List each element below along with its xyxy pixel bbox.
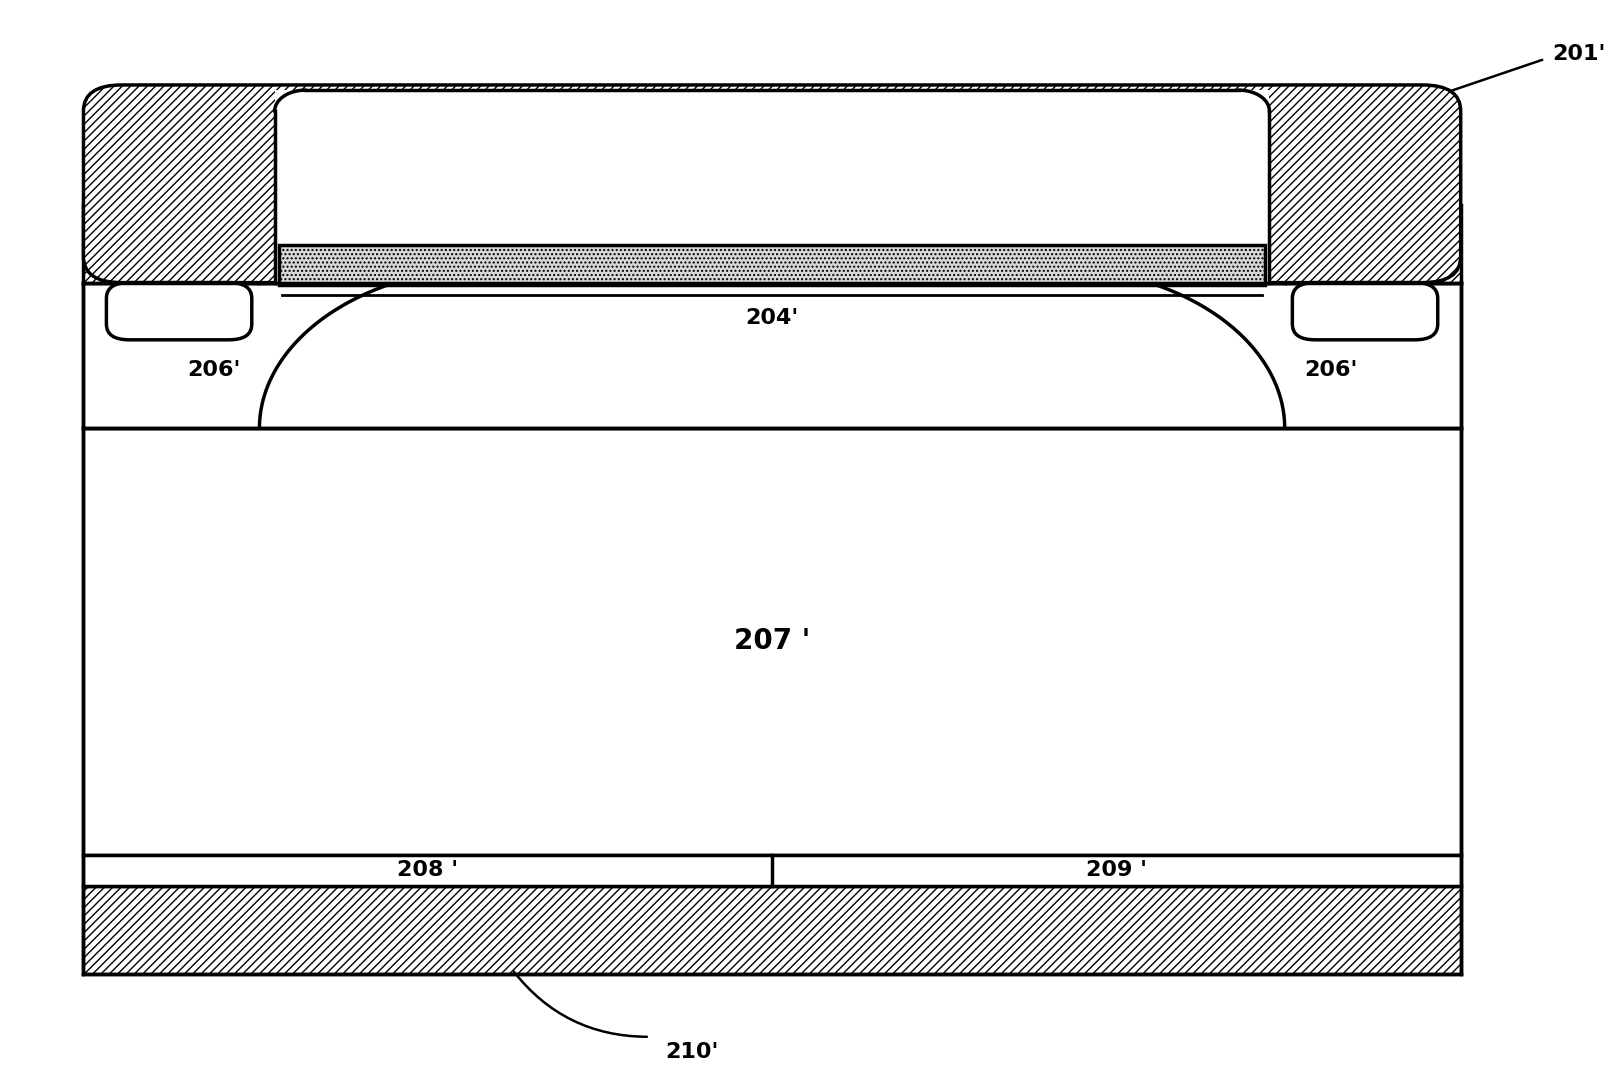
Bar — [275, 90, 1269, 285]
Bar — [84, 855, 1460, 886]
Text: 206': 206' — [187, 360, 240, 380]
Bar — [84, 282, 1460, 428]
Text: 206': 206' — [1304, 360, 1357, 380]
FancyBboxPatch shape — [1293, 282, 1438, 340]
Text: 208 ': 208 ' — [398, 860, 459, 881]
Text: 205': 205' — [1340, 302, 1389, 321]
Text: 207 ': 207 ' — [734, 627, 810, 656]
Bar — [84, 428, 1460, 855]
Text: 201': 201' — [1552, 44, 1605, 64]
FancyBboxPatch shape — [106, 282, 251, 340]
Text: 204': 204' — [745, 307, 799, 327]
Bar — [84, 886, 1460, 975]
Bar — [279, 245, 1265, 285]
Text: 210': 210' — [665, 1042, 718, 1061]
Text: 203': 203' — [745, 255, 799, 275]
FancyBboxPatch shape — [84, 85, 1460, 282]
Text: 205': 205' — [155, 302, 204, 321]
Text: 202': 202' — [745, 106, 799, 126]
Text: 209 ': 209 ' — [1085, 860, 1146, 881]
Bar — [84, 204, 275, 282]
Bar — [1269, 204, 1460, 282]
